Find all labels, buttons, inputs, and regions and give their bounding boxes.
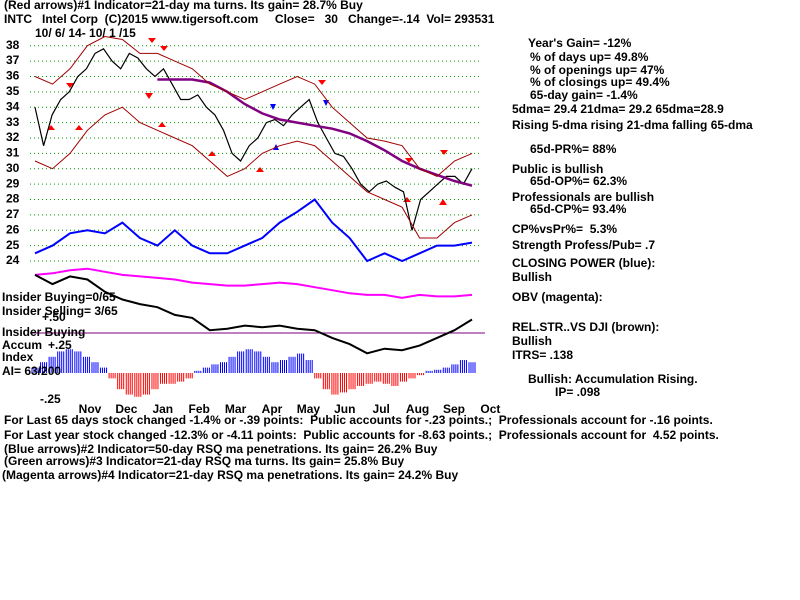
stat-line: REL.STR..VS DJI (brown): xyxy=(512,320,659,334)
x-tick-label: May xyxy=(297,402,321,416)
y-tick-label: 26 xyxy=(6,222,20,236)
stat-line: % of closings up= 49.4% xyxy=(530,75,670,89)
stat-line: 65d-PR%= 88% xyxy=(530,142,617,156)
stat-line: 65d-CP%= 93.4% xyxy=(530,202,627,216)
y-tick-label: 35 xyxy=(6,84,20,98)
header-line: INTC Intel Corp (C)2015 www.tigersoft.co… xyxy=(4,12,495,26)
left-label: +.50 xyxy=(42,310,66,324)
signal-arrows xyxy=(47,38,448,205)
series-line xyxy=(34,35,473,177)
y-tick-label: 31 xyxy=(6,146,20,160)
y-tick-label: 36 xyxy=(6,69,20,83)
stat-line: Bullish: Accumulation Rising. xyxy=(528,372,698,386)
series-line xyxy=(34,48,473,231)
x-tick-label: Nov xyxy=(79,402,102,416)
left-label: Insider Buying xyxy=(2,325,85,339)
stat-line: Rising 5-dma rising 21-dma falling 65-dm… xyxy=(512,118,753,132)
x-tick-label: Jul xyxy=(373,402,390,416)
series-line xyxy=(34,267,473,299)
x-tick-label: Sep xyxy=(443,402,465,416)
y-tick-label: 34 xyxy=(6,99,20,113)
footer-line: For Last year stock changed -12.3% or -4… xyxy=(4,428,719,442)
blue-arrows xyxy=(270,100,329,150)
stat-line: Bullish xyxy=(512,270,552,284)
footer-line: (Magenta arrows)#4 Indicator=21-day RSQ … xyxy=(2,468,458,482)
stat-line: OBV (magenta): xyxy=(512,290,603,304)
x-tick-label: Apr xyxy=(262,402,283,416)
left-label: Insider Buying=0/65 xyxy=(2,290,116,304)
y-tick-label: 25 xyxy=(6,238,20,252)
header-line: (Red arrows)#1 Indicator=21-day ma turns… xyxy=(4,0,363,12)
footer-line: For Last 65 days stock changed -1.4% or … xyxy=(4,413,713,427)
stat-line: 65-day gain= -1.4% xyxy=(530,88,638,102)
footer-line: (Green arrows)#3 Indicator=21-day RSQ ma… xyxy=(4,454,404,468)
stat-line: Strength Profess/Pub= .7 xyxy=(512,238,655,252)
stat-line: Professionals are bullish xyxy=(512,190,654,204)
stat-line: ITRS= .138 xyxy=(512,348,573,362)
footer-line: (Blue arrows)#2 Indicator=50-day RSQ ma … xyxy=(4,442,438,456)
left-label: AI= 63/200 xyxy=(2,364,61,378)
y-tick-label: 29 xyxy=(6,176,20,190)
stat-line: IP= .098 xyxy=(555,385,600,399)
y-tick-label: 37 xyxy=(6,53,20,67)
stat-line: % of openings up= 47% xyxy=(530,63,665,77)
stat-line: CP%vsPr%= 5.3% xyxy=(512,222,617,236)
stat-line: Year's Gain= -12% xyxy=(528,36,632,50)
x-tick-label: Jan xyxy=(152,402,173,416)
stat-line: 5dma= 29.4 21dma= 29.2 65dma=28.9 xyxy=(512,102,724,116)
accum-tick-label: +.25 xyxy=(48,338,72,352)
left-label: Insider Selling= 3/65 xyxy=(2,304,118,318)
x-tick-label: Mar xyxy=(225,402,247,416)
accum-label: Index xyxy=(2,350,34,364)
stat-line: % of days up= 49.8% xyxy=(530,50,649,64)
y-tick-label: 32 xyxy=(6,130,20,144)
x-tick-label: Aug xyxy=(406,402,429,416)
series-line xyxy=(34,106,473,239)
series-line xyxy=(34,274,473,355)
x-tick-label: Jun xyxy=(334,402,355,416)
stat-line: Bullish xyxy=(512,334,552,348)
y-tick-label: 28 xyxy=(6,192,20,206)
y-tick-label: 27 xyxy=(6,207,20,221)
x-tick-label: Feb xyxy=(189,402,210,416)
stat-line: Public is bullish xyxy=(512,162,603,176)
stat-line: CLOSING POWER (blue): xyxy=(512,256,655,270)
accum-label: Accum xyxy=(2,338,42,352)
y-tick-label: 33 xyxy=(6,115,20,129)
y-tick-label: 24 xyxy=(6,253,20,267)
accum-tick-label: -.25 xyxy=(40,392,61,406)
y-tick-label: 38 xyxy=(6,38,20,52)
stat-line: 65d-OP%= 62.3% xyxy=(530,174,627,188)
x-tick-label: Dec xyxy=(115,402,137,416)
series-line xyxy=(34,198,473,263)
header-line: 10/ 6/ 14- 10/ 1 /15 xyxy=(35,26,136,40)
x-tick-label: Oct xyxy=(480,402,500,416)
y-tick-label: 30 xyxy=(6,161,20,175)
